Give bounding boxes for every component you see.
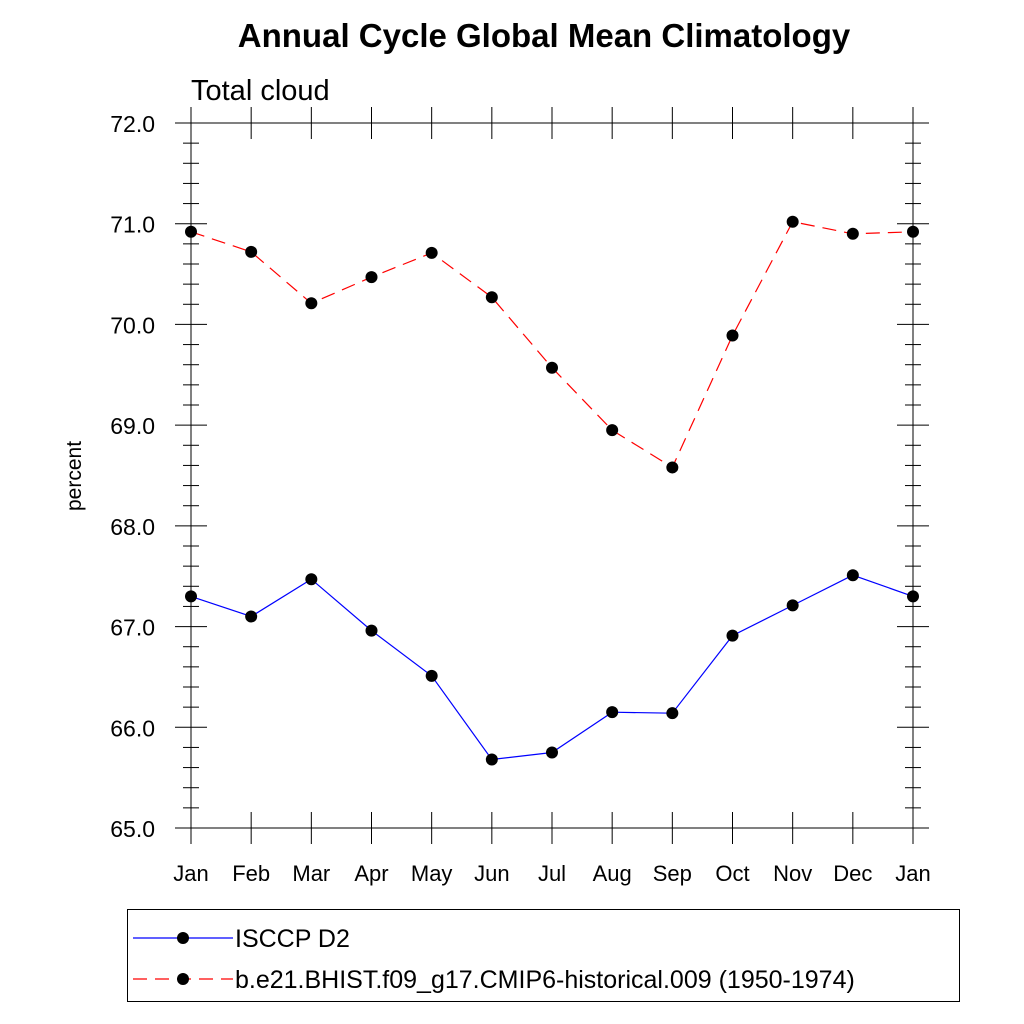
y-tick-label: 71.0 bbox=[110, 212, 155, 238]
y-tick-label: 68.0 bbox=[110, 514, 155, 540]
series-0-point bbox=[606, 706, 619, 719]
legend-label-model: b.e21.BHIST.f09_g17.CMIP6-historical.009… bbox=[235, 966, 855, 994]
series-1-point bbox=[425, 246, 438, 259]
x-tick-label: Dec bbox=[833, 861, 872, 886]
legend: ISCCP D2 b.e21.BHIST.f09_g17.CMIP6-histo… bbox=[127, 909, 960, 1002]
series-line-0 bbox=[190, 574, 914, 761]
series-1-point bbox=[846, 227, 859, 240]
x-tick-label: May bbox=[411, 861, 453, 886]
series-0-point bbox=[425, 669, 438, 682]
x-tick-label: Oct bbox=[715, 861, 749, 886]
x-tick-label: Jul bbox=[538, 861, 566, 886]
x-tick-label: Jan bbox=[173, 861, 208, 886]
x-axis: Jan Feb Mar Apr May Jun Jul Aug Sep Oct Nov Dec Jan bbox=[173, 107, 931, 886]
y-tick-label: 70.0 bbox=[110, 312, 155, 338]
x-tick-label: Sep bbox=[653, 861, 692, 886]
y-axis-label: percent bbox=[63, 441, 86, 511]
x-tick-label: Nov bbox=[773, 861, 812, 886]
x-tick-label: Jun bbox=[474, 861, 509, 886]
series-0-point bbox=[907, 590, 919, 603]
series-0-point bbox=[485, 753, 498, 766]
y-axis: 65.0 66.0 67.0 68.0 69.0 70.0 71.0 72.0 bbox=[110, 111, 929, 842]
legend-item-isccp: ISCCP D2 bbox=[128, 917, 959, 955]
series-1-point bbox=[726, 329, 739, 342]
series-1-point bbox=[907, 225, 919, 238]
series-1-point bbox=[546, 361, 558, 374]
series-1-point bbox=[666, 461, 679, 474]
legend-swatch-model bbox=[133, 973, 233, 985]
legend-item-model: b.e21.BHIST.f09_g17.CMIP6-historical.009… bbox=[128, 958, 959, 996]
x-tick-label: Jan bbox=[895, 861, 930, 886]
y-tick-label: 72.0 bbox=[110, 111, 155, 137]
legend-label-isccp: ISCCP D2 bbox=[235, 925, 350, 953]
series-0-point bbox=[786, 599, 799, 612]
y-tick-label: 69.0 bbox=[110, 413, 155, 439]
x-tick-label: Mar bbox=[292, 861, 330, 886]
y-tick-label: 67.0 bbox=[110, 615, 155, 641]
series-0-point bbox=[666, 707, 679, 720]
series-line-1 bbox=[190, 221, 914, 469]
legend-swatch-isccp bbox=[133, 932, 233, 944]
series-0-point bbox=[846, 569, 859, 582]
series-1-point bbox=[606, 424, 619, 437]
x-tick-label: Apr bbox=[354, 861, 388, 886]
y-tick-label: 66.0 bbox=[110, 715, 155, 741]
series-0-point bbox=[185, 590, 197, 603]
chart-title: Annual Cycle Global Mean Climatology bbox=[238, 17, 851, 54]
series-1-point bbox=[305, 297, 318, 310]
series-1-point bbox=[365, 271, 378, 284]
series-0-point bbox=[726, 629, 739, 642]
plot-area bbox=[190, 122, 914, 829]
series-1-point bbox=[245, 245, 258, 258]
series-1-point bbox=[185, 225, 197, 238]
x-tick-label: Feb bbox=[232, 861, 270, 886]
series-0-point bbox=[365, 624, 378, 637]
y-tick-label: 65.0 bbox=[110, 816, 155, 842]
series-1-point bbox=[485, 291, 498, 304]
x-tick-label: Aug bbox=[593, 861, 632, 886]
series-0-point bbox=[245, 610, 258, 623]
chart-subtitle: Total cloud bbox=[191, 75, 330, 107]
chart: Annual Cycle Global Mean Climatology Tot… bbox=[63, 17, 931, 886]
series-1-point bbox=[786, 215, 799, 228]
series-0-point bbox=[546, 746, 558, 759]
series-layer bbox=[185, 215, 919, 766]
series-0-point bbox=[305, 573, 318, 586]
